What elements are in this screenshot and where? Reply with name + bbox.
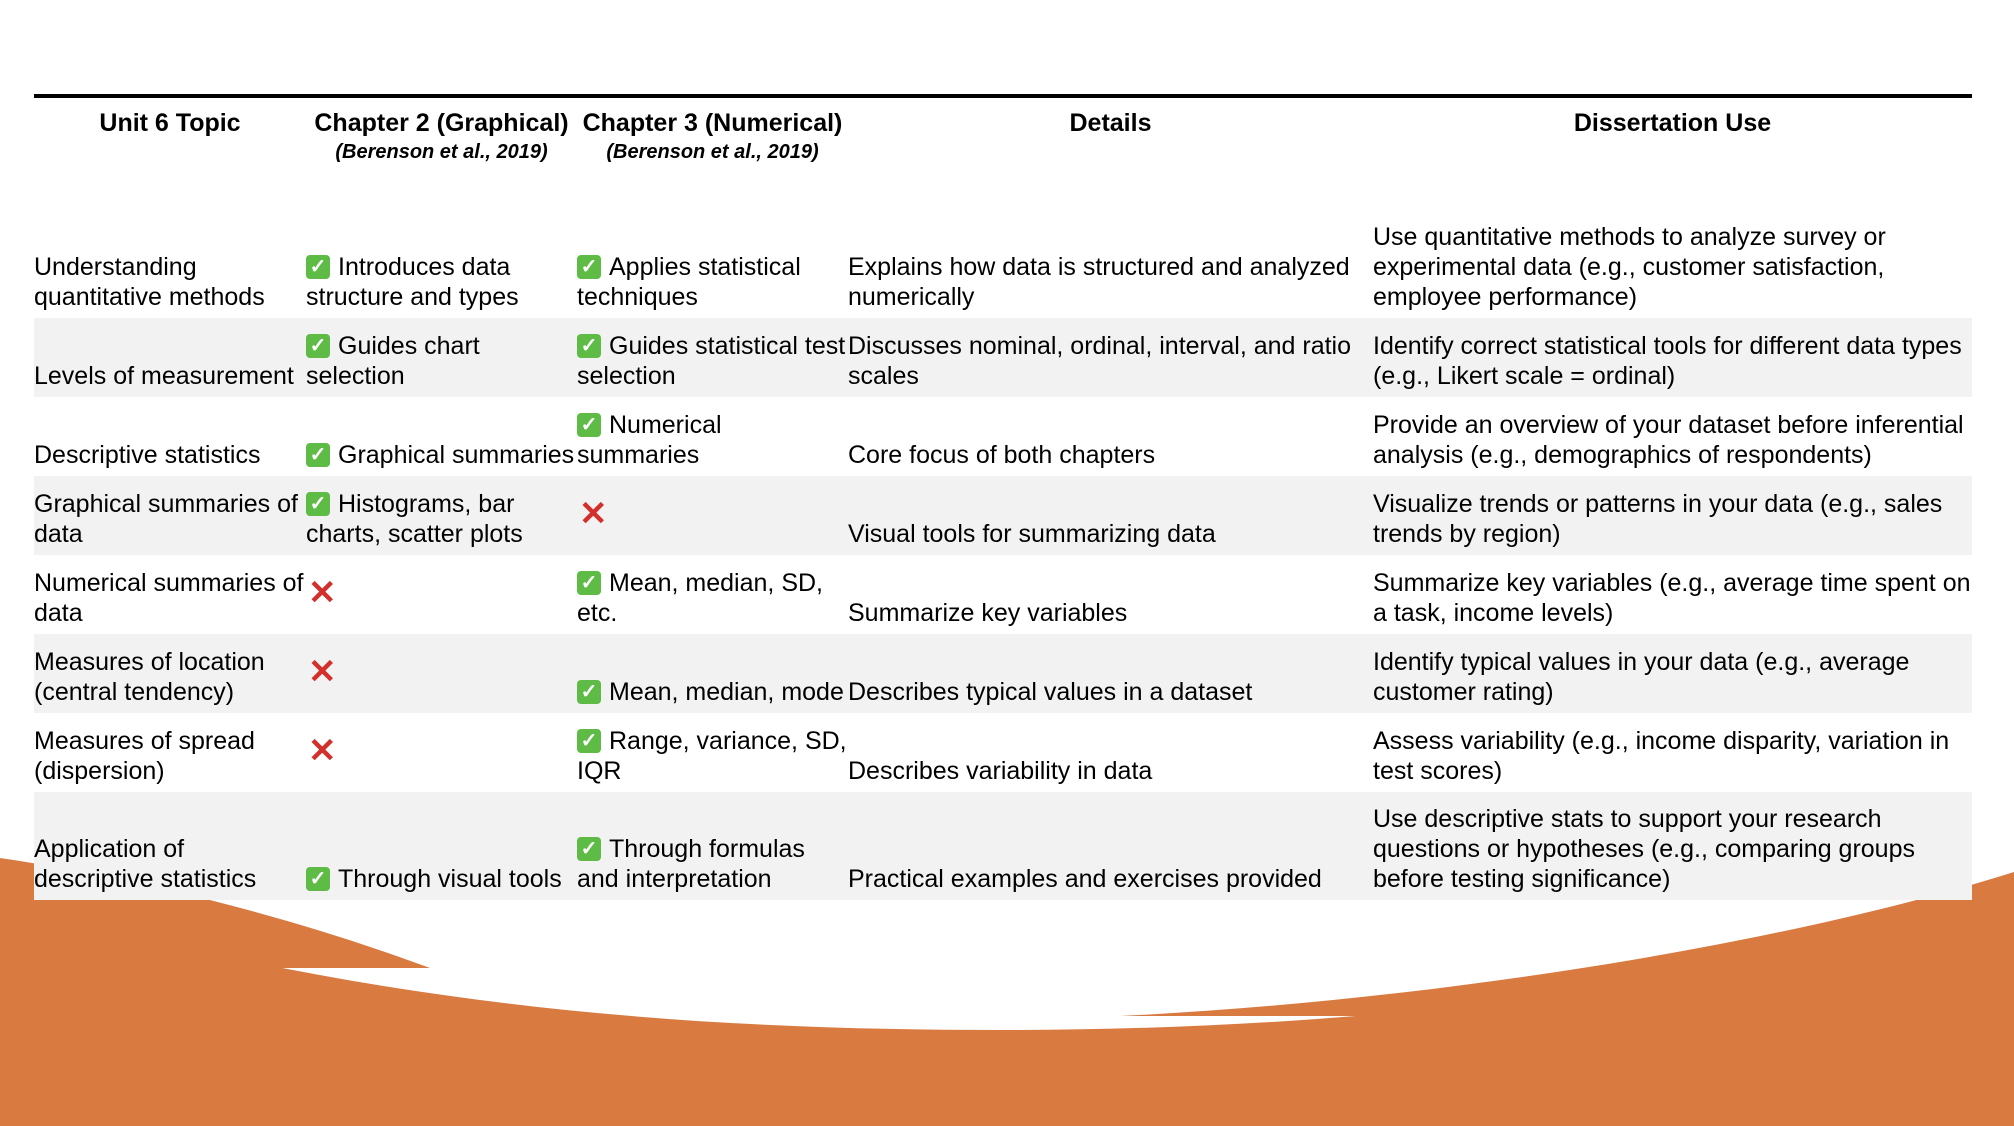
header-chapter-2-citation: (Berenson et al., 2019)	[335, 141, 548, 163]
cross-icon: ✕	[308, 574, 337, 612]
header-topic: Unit 6 Topic	[99, 109, 241, 137]
header-chapter-3-title: Chapter 3 (Numerical)	[582, 109, 843, 137]
table-row: Application of descriptive statistics ✓ Th…	[34, 792, 1972, 900]
cell-chapter-2: ✕	[306, 713, 577, 792]
cell-topic: Descriptive statistics	[34, 441, 261, 469]
header-chapter-2: Chapter 2 (Graphical) (Berenson et al., …	[306, 98, 577, 210]
check-icon: ✓	[306, 492, 330, 516]
cell-details: Discusses nominal, ordinal, interval, an…	[848, 318, 1373, 397]
cell-dissertation-use: Assess variability (e.g., income dispari…	[1373, 727, 1950, 785]
header-chapter-3-citation: (Berenson et al., 2019)	[606, 141, 819, 163]
comparison-table-container: Unit 6 Topic Chapter 2 (Graphical) (Bere…	[34, 94, 1972, 900]
cell-dissertation-use: Identify correct statistical tools for d…	[1373, 318, 1972, 397]
cell-dissertation-use: Use quantitative methods to analyze surv…	[1373, 223, 1886, 311]
cell-coverage-text: Applies statistical techniques	[577, 253, 801, 311]
cell-dissertation-use: Summarize key variables (e.g., average t…	[1373, 569, 1971, 627]
cell-coverage-text: Numerical summaries	[577, 411, 722, 469]
cell-chapter-2: ✓ Introduces data structure and types	[306, 210, 577, 318]
cell-chapter-3: ✕	[577, 476, 848, 555]
table-row: Understanding quantitative methods ✓ Intro…	[34, 210, 1972, 318]
cross-icon: ✕	[308, 653, 337, 691]
cell-chapter-2: ✕	[306, 634, 577, 713]
table-row: Graphical summaries of data ✓ Histograms, …	[34, 476, 1972, 555]
header-dissertation-use: Dissertation Use	[1573, 109, 1772, 137]
cell-topic: Levels of measurement	[34, 318, 306, 397]
cell-chapter-2: ✓ Through visual tools	[306, 792, 577, 900]
cell-chapter-2: ✓ Guides chart selection	[306, 318, 577, 397]
cell-details: Summarize key variables	[848, 599, 1128, 627]
check-icon: ✓	[577, 680, 601, 704]
check-icon: ✓	[306, 255, 330, 279]
check-icon: ✓	[306, 867, 330, 891]
cell-details: Core focus of both chapters	[848, 441, 1156, 469]
cell-chapter-3: ✓ Guides statistical test selection	[577, 318, 848, 397]
header-chapter-2-title: Chapter 2 (Graphical)	[314, 109, 569, 137]
cell-chapter-2: ✓ Graphical summaries	[306, 397, 577, 476]
table-row: Descriptive statistics ✓ Graphical summari…	[34, 397, 1972, 476]
cell-details: Describes typical values in a dataset	[848, 634, 1373, 713]
cell-coverage-text: Mean, median, SD, etc.	[577, 569, 823, 627]
cell-details: Practical examples and exercises provide…	[848, 792, 1373, 900]
cell-details: Visual tools for summarizing data	[848, 476, 1373, 555]
cell-dissertation-use: Use descriptive stats to support your re…	[1373, 792, 1972, 900]
table-top-rule	[34, 94, 1972, 98]
cell-topic: Numerical summaries of data	[34, 569, 304, 627]
check-icon: ✓	[577, 255, 601, 279]
table-body: Understanding quantitative methods ✓ Intro…	[34, 210, 1972, 900]
check-icon: ✓	[577, 729, 601, 753]
cell-chapter-2: ✓ Histograms, bar charts, scatter plots	[306, 476, 577, 555]
check-icon: ✓	[577, 837, 601, 861]
cell-coverage-text: Guides chart selection	[306, 332, 480, 390]
table-row: Levels of measurement ✓ Guides chart selec…	[34, 318, 1972, 397]
cell-topic: Graphical summaries of data	[34, 476, 306, 555]
cell-dissertation-use: Identify typical values in your data (e.…	[1373, 634, 1972, 713]
header-details: Details	[1069, 109, 1152, 137]
orange-wave-body	[0, 892, 2014, 1126]
cell-topic: Application of descriptive statistics	[34, 792, 306, 900]
check-icon: ✓	[306, 443, 330, 467]
cell-chapter-3: ✓ Mean, median, mode	[577, 634, 848, 713]
cell-chapter-3: ✓ Applies statistical techniques	[577, 210, 848, 318]
table-row: Numerical summaries of data ✕ ✓ Mean, media…	[34, 555, 1972, 634]
cell-coverage-text: Histograms, bar charts, scatter plots	[306, 490, 523, 548]
table-row: Measures of location (central tendency) ✕…	[34, 634, 1972, 713]
cross-icon: ✕	[579, 495, 608, 533]
check-icon: ✓	[577, 334, 601, 358]
header-row: Unit 6 Topic Chapter 2 (Graphical) (Bere…	[34, 98, 1972, 210]
cell-coverage-text: Through formulas and interpretation	[577, 835, 805, 893]
cell-details: Describes variability in data	[848, 757, 1153, 785]
header-chapter-3: Chapter 3 (Numerical) (Berenson et al., …	[577, 98, 848, 210]
table-row: Measures of spread (dispersion) ✕ ✓ Range, …	[34, 713, 1972, 792]
cell-chapter-3: ✓ Range, variance, SD, IQR	[577, 713, 848, 792]
cell-topic: Understanding quantitative methods	[34, 253, 265, 311]
cell-coverage-text: Graphical summaries	[338, 441, 575, 469]
comparison-table: Unit 6 Topic Chapter 2 (Graphical) (Bere…	[34, 98, 1972, 900]
check-icon: ✓	[577, 571, 601, 595]
check-icon: ✓	[306, 334, 330, 358]
cell-details: Explains how data is structured and anal…	[848, 253, 1350, 311]
cell-coverage-text: Introduces data structure and types	[306, 253, 519, 311]
cell-dissertation-use: Visualize trends or patterns in your dat…	[1373, 476, 1972, 555]
cell-coverage-text: Through visual tools	[338, 865, 562, 893]
cell-coverage-text: Mean, median, mode	[609, 678, 844, 706]
cell-coverage-text: Range, variance, SD, IQR	[577, 727, 847, 785]
cell-chapter-3: ✓ Numerical summaries	[577, 397, 848, 476]
cross-icon: ✕	[308, 732, 337, 770]
cell-dissertation-use: Provide an overview of your dataset befo…	[1373, 411, 1964, 469]
cell-chapter-3: ✓ Through formulas and interpretation	[577, 792, 848, 900]
check-icon: ✓	[577, 413, 601, 437]
cell-chapter-2: ✕	[306, 555, 577, 634]
cell-chapter-3: ✓ Mean, median, SD, etc.	[577, 555, 848, 634]
cell-topic: Measures of location (central tendency)	[34, 634, 306, 713]
cell-topic: Measures of spread (dispersion)	[34, 727, 255, 785]
cell-coverage-text: Guides statistical test selection	[577, 332, 846, 390]
